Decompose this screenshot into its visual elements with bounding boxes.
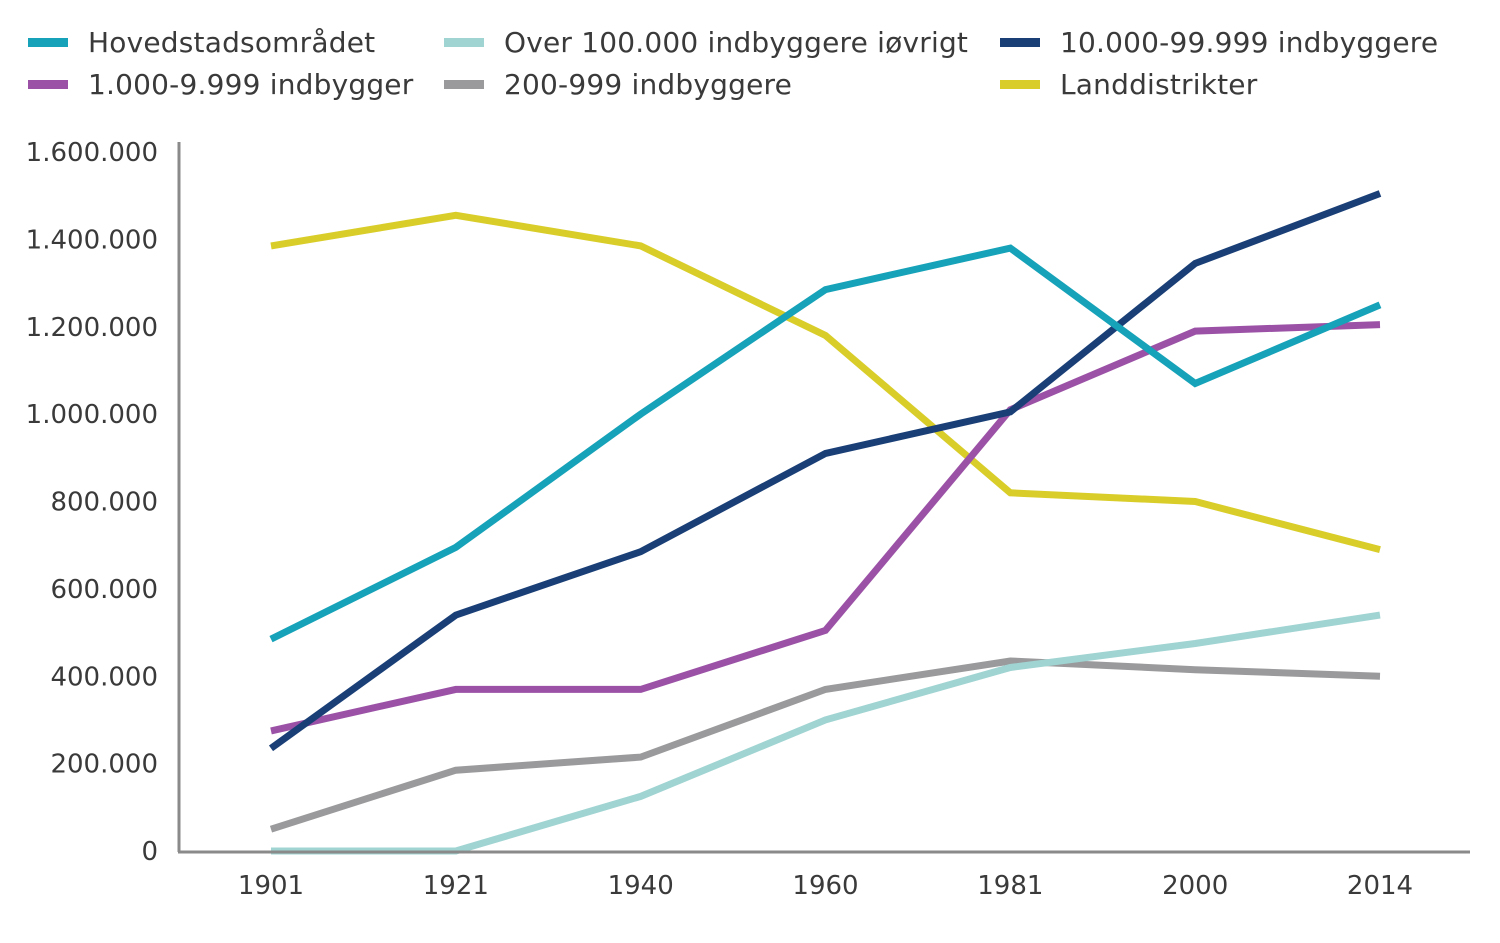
x-tick-label: 1940	[608, 871, 674, 901]
y-tick-label: 1.400.000	[26, 225, 158, 255]
legend-label: Hovedstadsområdet	[88, 25, 376, 59]
series-lines	[268, 190, 1382, 855]
y-tick-label: 600.000	[50, 575, 158, 605]
series-line-3	[270, 321, 1381, 735]
legend-item-hovedstadsomraadet: Hovedstadsområdet	[28, 22, 375, 62]
x-tick-label: 1981	[977, 871, 1043, 901]
legend-label: 1.000-9.999 indbygger	[88, 67, 414, 101]
series-line-4	[269, 657, 1381, 833]
tick-labels: 0 200.000 400.000 600.000 800.000 1.000.000 1.…	[26, 138, 1413, 901]
legend-label: 200-999 indbyggere	[504, 67, 793, 101]
legend-swatch	[444, 37, 484, 47]
x-tick-label: 2014	[1347, 871, 1413, 901]
y-tick-label: 1.000.000	[26, 400, 158, 430]
legend-swatch	[1000, 79, 1040, 89]
x-tick-label: 1960	[792, 871, 858, 901]
y-tick-label: 1.200.000	[26, 313, 158, 343]
legend-label: Over 100.000 indbyggere iøvrigt	[504, 25, 969, 59]
legend-label: Landdistrikter	[1060, 67, 1258, 101]
legend-swatch	[444, 79, 484, 89]
legend-item-landdistrikter: Landdistrikter	[1000, 64, 1257, 104]
x-tick-label: 1921	[423, 871, 489, 901]
series-line-2	[268, 190, 1382, 752]
y-tick-label: 800.000	[50, 488, 158, 518]
legend-item-1000-9999: 1.000-9.999 indbygger	[28, 64, 413, 104]
y-tick-label: 1.600.000	[26, 138, 158, 168]
x-tick-label: 1901	[238, 871, 304, 901]
legend-label: 10.000-99.999 indbyggere	[1060, 25, 1439, 59]
legend-swatch	[28, 37, 68, 47]
x-tick-label: 2000	[1162, 871, 1228, 901]
y-tick-label: 200.000	[50, 750, 158, 780]
series-line-1	[271, 611, 1381, 855]
y-tick-label: 400.000	[50, 662, 158, 692]
series-line-5	[270, 211, 1381, 553]
legend-item-200-999: 200-999 indbyggere	[444, 64, 792, 104]
axes	[177, 142, 1470, 854]
y-tick-label: 0	[141, 837, 158, 867]
legend-swatch	[28, 79, 68, 89]
series-line-0	[269, 244, 1382, 643]
chart-legend: Hovedstadsområdet Over 100.000 indbygger…	[0, 0, 1500, 110]
legend-item-10000-99999: 10.000-99.999 indbyggere	[1000, 22, 1438, 62]
legend-item-over-100000: Over 100.000 indbyggere iøvrigt	[444, 22, 968, 62]
legend-swatch	[1000, 37, 1040, 47]
